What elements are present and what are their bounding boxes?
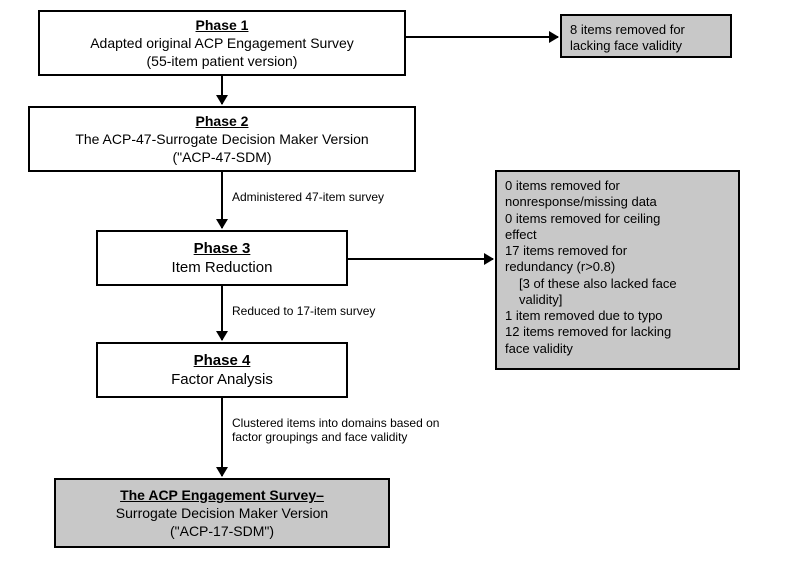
phase1-box: Phase 1 Adapted original ACP Engagement …	[38, 10, 406, 76]
phase1-line2: (55-item patient version)	[147, 52, 298, 70]
note2-l1: 0 items removed for	[505, 178, 620, 194]
note2-l5: 17 items removed for	[505, 243, 627, 259]
note2-l11: face validity	[505, 341, 573, 357]
note1-line2: lacking face validity	[570, 38, 682, 54]
final-title: The ACP Engagement Survey–	[120, 486, 324, 504]
phase3-title: Phase 3	[194, 239, 251, 259]
phase2-box: Phase 2 The ACP-47-Surrogate Decision Ma…	[28, 106, 416, 172]
phase1-title: Phase 1	[196, 16, 249, 34]
arrow-phase3-phase4	[221, 286, 223, 340]
note2-l8: validity]	[505, 292, 562, 308]
final-box: The ACP Engagement Survey– Surrogate Dec…	[54, 478, 390, 548]
phase1-note-box: 8 items removed for lacking face validit…	[560, 14, 732, 58]
final-line2: ("ACP-17-SDM")	[170, 522, 274, 540]
note2-l2: nonresponse/missing data	[505, 194, 657, 210]
note2-l7: [3 of these also lacked face	[505, 276, 677, 292]
note1-line1: 8 items removed for	[570, 22, 685, 38]
edge-label-e2: Administered 47-item survey	[232, 190, 384, 204]
note2-l6: redundancy (r>0.8)	[505, 259, 615, 275]
phase2-line2: ("ACP-47-SDM)	[172, 148, 271, 166]
phase3-note-box: 0 items removed for nonresponse/missing …	[495, 170, 740, 370]
note2-l10: 12 items removed for lacking	[505, 324, 671, 340]
note2-l9: 1 item removed due to typo	[505, 308, 663, 324]
edge-label-e4: Clustered items into domains based on fa…	[232, 416, 439, 445]
arrow-phase1-phase2	[221, 76, 223, 104]
phase4-title: Phase 4	[194, 351, 251, 371]
phase4-box: Phase 4 Factor Analysis	[96, 342, 348, 398]
note2-l4: effect	[505, 227, 537, 243]
phase2-title: Phase 2	[196, 112, 249, 130]
edge-label-e3: Reduced to 17-item survey	[232, 304, 375, 318]
note2-l3: 0 items removed for ceiling	[505, 211, 660, 227]
phase4-line1: Factor Analysis	[171, 370, 273, 390]
phase3-line1: Item Reduction	[172, 258, 273, 278]
arrow-phase3-note2	[348, 258, 493, 260]
phase3-box: Phase 3 Item Reduction	[96, 230, 348, 286]
arrow-phase2-phase3	[221, 172, 223, 228]
arrow-phase1-note1	[406, 36, 558, 38]
phase1-line1: Adapted original ACP Engagement Survey	[90, 34, 354, 52]
final-line1: Surrogate Decision Maker Version	[116, 504, 328, 522]
arrow-phase4-final	[221, 398, 223, 476]
phase2-line1: The ACP-47-Surrogate Decision Maker Vers…	[75, 130, 368, 148]
